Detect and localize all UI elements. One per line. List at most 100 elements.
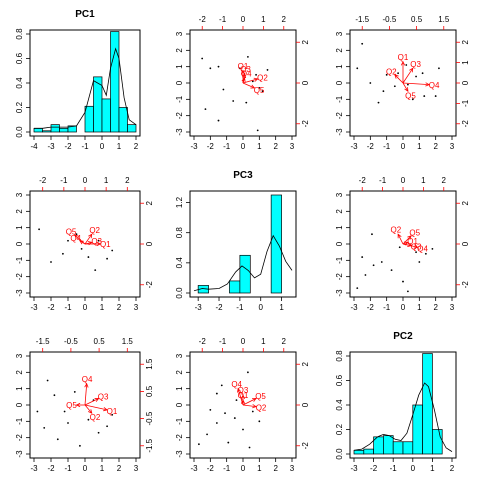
- y-tick-label: 0.6: [335, 374, 344, 386]
- score-point: [385, 73, 388, 76]
- top-tick-label: -2: [199, 337, 207, 346]
- arrow-head: [240, 399, 246, 404]
- score-point: [36, 410, 39, 413]
- x-tick-label: 1: [100, 303, 105, 312]
- x-tick-label: -3: [30, 303, 38, 312]
- y-tick-label: 0.8: [15, 28, 24, 40]
- loading-arrow: [84, 404, 108, 411]
- top-tick-label: 2: [282, 337, 287, 346]
- score-point: [235, 399, 238, 401]
- score-point: [43, 426, 46, 429]
- y-tick-label: 0: [335, 80, 344, 85]
- x-tick-label: 0: [241, 464, 246, 473]
- score-point: [217, 119, 220, 122]
- y-tick-label: 3: [15, 192, 24, 197]
- y-tick-label: 2: [15, 209, 24, 214]
- loading-arrow: [402, 68, 414, 84]
- loading-label: Q5: [66, 401, 77, 410]
- panel-p13: -3 -2 -1 0 1 2 3 -3 -2 -1 0 1 2 3 -1.5 -0.5 0.5 1.5 -2 -1 0 1…: [335, 15, 470, 151]
- arrow-head: [87, 409, 93, 414]
- right-tick-label: -0.5: [145, 411, 154, 425]
- x-tick-label: 2: [117, 303, 122, 312]
- arrow-head: [400, 60, 406, 66]
- loading-arrow: [242, 398, 257, 406]
- arrow-head: [94, 398, 100, 402]
- top-tick-label: -0.5: [383, 15, 397, 24]
- score-point: [53, 394, 56, 397]
- loading-arrow: [402, 82, 430, 86]
- x-tick-label: 3: [290, 464, 295, 473]
- score-point: [106, 425, 108, 428]
- loading-arrow: [84, 398, 99, 406]
- loading-arrow: [402, 82, 409, 92]
- hist-bar: [363, 448, 374, 455]
- y-tick-label: 0.0: [15, 126, 24, 138]
- density-curve: [34, 47, 137, 129]
- hist-bar: [432, 429, 443, 455]
- x-tick-label: -1: [223, 142, 231, 151]
- score-point: [431, 248, 434, 250]
- right-tick-label: -1.5: [145, 438, 154, 452]
- score-point: [364, 274, 367, 276]
- loading-label: Q5: [255, 392, 266, 401]
- hist-bar: [270, 194, 282, 294]
- score-point: [393, 85, 396, 88]
- loading-label: Q2: [386, 67, 397, 76]
- right-tick-label: 2: [301, 39, 310, 44]
- loading-label: Q3: [91, 237, 102, 246]
- top-tick-label: 2: [442, 176, 447, 185]
- top-tick-label: 1: [261, 15, 266, 24]
- x-tick-label: -2: [370, 464, 378, 473]
- x-tick-label: -2: [64, 142, 72, 151]
- arrow-head: [413, 244, 419, 249]
- score-point: [248, 446, 251, 449]
- top-tick-label: 0.5: [94, 337, 106, 346]
- top-tick-label: 1: [261, 337, 266, 346]
- hist-bar: [402, 441, 414, 455]
- top-tick-label: -1: [219, 15, 227, 24]
- y-tick-label: -2: [15, 273, 24, 281]
- y-tick-label: 2: [175, 48, 184, 53]
- x-tick-label: 0: [83, 464, 88, 473]
- loading-label: Q4: [231, 380, 242, 389]
- x-tick-label: -1: [223, 464, 231, 473]
- loading-arrow: [242, 404, 257, 408]
- score-point: [62, 252, 64, 255]
- right-tick-label: 0: [301, 80, 310, 85]
- arrow-head: [407, 235, 412, 240]
- x-tick-label: 2: [273, 464, 278, 473]
- arrow-head: [240, 69, 246, 75]
- arrow-head: [96, 241, 102, 247]
- x-tick-label: -1: [390, 464, 398, 473]
- score-point: [402, 280, 404, 283]
- hist-bar: [118, 107, 128, 133]
- x-tick-label: -2: [47, 303, 55, 312]
- loading-label: Q5: [254, 86, 265, 95]
- x-tick-label: 0: [401, 142, 406, 151]
- loading-label: Q2: [90, 413, 101, 422]
- score-point: [215, 422, 218, 424]
- x-tick-label: 2: [134, 142, 139, 151]
- loading-label: Q2: [257, 74, 268, 83]
- right-tick-label: 0: [301, 402, 310, 407]
- hist-bar: [42, 130, 52, 133]
- right-tick-label: -2: [145, 281, 154, 289]
- top-tick-label: -1: [379, 176, 387, 185]
- score-point: [377, 101, 380, 104]
- loading-arrow: [242, 82, 255, 89]
- right-tick-label: 2: [461, 200, 470, 205]
- loading-label: Q4: [429, 81, 440, 90]
- right-tick-label: -2: [301, 442, 310, 450]
- x-tick-label: -1: [236, 303, 244, 312]
- x-tick-label: -1: [81, 142, 89, 151]
- x-tick-label: -3: [350, 303, 358, 312]
- score-point: [75, 233, 78, 236]
- y-tick-label: 3: [175, 353, 184, 358]
- panel-p33: -3 -2 -1 0 1 2 0.0 0.2 0.4 0.6 0.8 PC2: [335, 331, 457, 473]
- loading-label: Q4: [241, 69, 252, 78]
- arrow-head: [425, 82, 431, 87]
- arrow-head: [250, 84, 256, 89]
- loading-label: Q1: [398, 53, 409, 62]
- score-point: [79, 444, 81, 447]
